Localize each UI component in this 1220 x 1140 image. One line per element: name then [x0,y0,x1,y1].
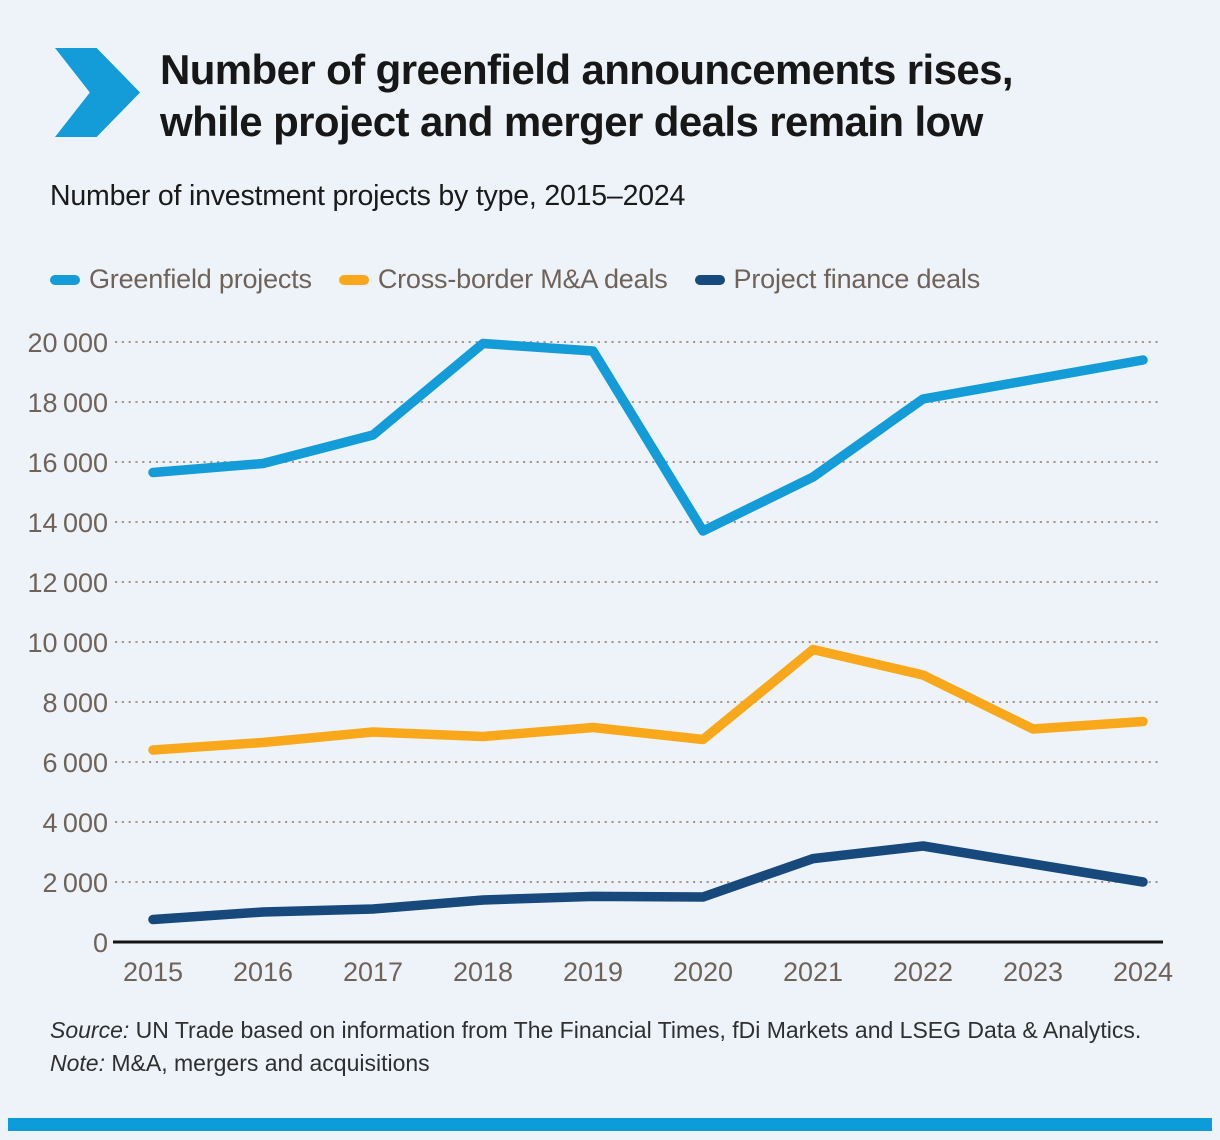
legend-item-greenfield: Greenfield projects [50,264,312,295]
legend-label: Greenfield projects [89,264,312,294]
svg-text:18 000: 18 000 [28,388,109,418]
svg-text:2017: 2017 [343,957,403,987]
line-chart: 0 2 000 4 000 6 000 8 000 10 000 12 000 14 000 1… [28,328,1174,987]
note-text: M&A, mergers and acquisitions [111,1050,430,1076]
svg-text:12 000: 12 000 [28,568,109,598]
svg-text:10 000: 10 000 [28,628,109,658]
svg-text:6 000: 6 000 [43,748,108,778]
note-line: Note: M&A, mergers and acquisitions [50,1047,1210,1080]
legend-label: Project finance deals [733,264,981,294]
chevron-right-icon [55,48,140,137]
svg-text:14 000: 14 000 [28,508,109,538]
legend-swatch-greenfield-icon [50,274,80,285]
svg-text:2016: 2016 [233,957,293,987]
chart-subtitle: Number of investment projects by type, 2… [50,180,686,212]
note-prefix: Note: [50,1050,105,1076]
legend-item-mna: Cross-border M&A deals [338,264,668,295]
page-title-line1: Number of greenfield announcements rises… [160,46,1014,93]
svg-text:2021: 2021 [783,957,843,987]
series-line-cross-border-m-a-deals [148,644,1148,755]
svg-text:4 000: 4 000 [43,808,108,838]
y-axis-labels: 0 2 000 4 000 6 000 8 000 10 000 12 000 14 000 1… [28,328,109,958]
chart-legend: Greenfield projects Cross-border M&A dea… [50,264,980,295]
svg-text:2015: 2015 [123,957,183,987]
source-prefix: Source: [50,1017,130,1043]
legend-swatch-project-finance-icon [694,274,725,285]
series-line-project-finance-deals [148,841,1148,925]
svg-text:2022: 2022 [893,957,953,987]
svg-text:2023: 2023 [1003,957,1063,987]
page-title-line2: while project and merger deals remain lo… [160,98,983,145]
svg-text:2024: 2024 [1113,957,1173,987]
svg-text:2020: 2020 [673,957,733,987]
svg-text:20 000: 20 000 [28,328,109,358]
source-text: UN Trade based on information from The F… [135,1017,1142,1043]
svg-text:2018: 2018 [453,957,513,987]
svg-text:0: 0 [93,928,108,958]
svg-text:8 000: 8 000 [43,688,108,718]
legend-label: Cross-border M&A deals [377,264,668,294]
x-axis-labels: 2015 2016 2017 2018 2019 2020 2021 2022 2023 2024 [123,957,1173,987]
source-line: Source: UN Trade based on information fr… [50,1014,1210,1047]
legend-swatch-mna-icon [338,274,369,285]
series-line-greenfield-projects [148,338,1148,536]
page-title: Number of greenfield announcements rises… [160,44,1170,148]
svg-text:16 000: 16 000 [28,448,109,478]
svg-text:2 000: 2 000 [43,868,108,898]
svg-text:2019: 2019 [563,957,623,987]
bottom-accent-bar [8,1118,1212,1131]
legend-item-project-finance: Project finance deals [694,264,981,295]
chart-footer: Source: UN Trade based on information fr… [50,1014,1210,1080]
chart-area: 0 2 000 4 000 6 000 8 000 10 000 12 000 14 000 1… [0,300,1220,1000]
